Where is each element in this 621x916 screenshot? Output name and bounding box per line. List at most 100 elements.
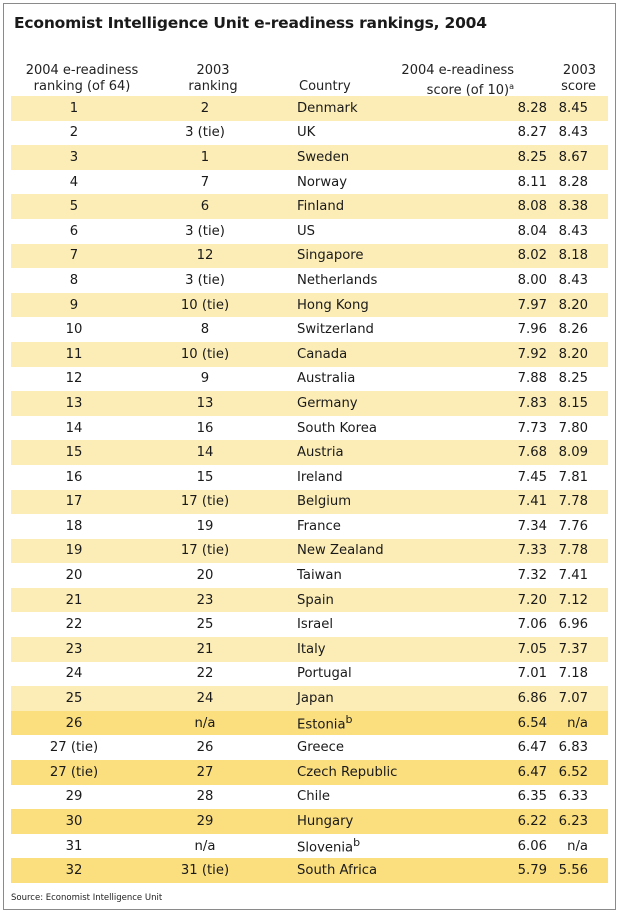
score-2004-cell: 6.35 — [517, 789, 547, 805]
score-2004-cell: 7.20 — [437, 587, 558, 613]
score-2003-cell: 8.45 — [558, 96, 608, 121]
table-row: 25 24 Japan 6.86 7.07 — [11, 686, 608, 711]
score-2003-cell: 7.37 — [558, 637, 608, 662]
table-row: 30 29 Hungary 6.22 6.23 — [11, 809, 608, 834]
score-2004-cell: 8.25 — [437, 145, 558, 170]
country-cell: Chile — [297, 789, 331, 805]
rank-2003-cell: 3 (tie) — [185, 272, 225, 288]
rank-2003-cell: 9 — [200, 371, 210, 387]
table-row: 13 13 Germany 7.83 8.15 — [11, 391, 608, 416]
rank-2004-cell: 27 (tie) — [11, 760, 137, 785]
header-rank-2003-line2: ranking — [188, 79, 238, 94]
table-row: 12 9 Australia 7.88 8.25 — [11, 367, 608, 392]
table-row: 26 n/a Estoniab 6.54 n/a — [11, 710, 608, 736]
rank-2004-cell: 23 — [11, 637, 137, 662]
table-row: 9 10 (tie) Hong Kong 7.97 8.20 — [11, 292, 608, 318]
rank-2003-cell: 25 — [196, 617, 214, 633]
rank-2004-cell: 7 — [11, 243, 137, 269]
table-row: 19 17 (tie) New Zealand 7.33 7.78 — [11, 538, 608, 564]
score-2004-cell: 6.47 — [437, 760, 558, 785]
country-cell: Canada — [273, 341, 437, 367]
rank-2004-cell: 21 — [11, 587, 137, 613]
table-row: 21 23 Spain 7.20 7.12 — [11, 587, 608, 613]
score-2004-cell: 6.47 — [517, 740, 547, 756]
footnote-marker: b — [345, 713, 353, 727]
score-2004-cell: 8.04 — [517, 223, 547, 239]
header-score-2003-line2: score — [561, 79, 596, 94]
country-cell: Spain — [273, 587, 437, 613]
score-2003-cell: 8.20 — [558, 292, 608, 318]
rank-2004-cell: 26 — [11, 710, 137, 736]
score-2004-cell: 8.08 — [437, 194, 558, 219]
rank-2004-cell: 11 — [11, 341, 137, 367]
score-2004-cell: 7.88 — [517, 371, 547, 387]
country-cell: Greece — [297, 740, 344, 756]
country-cell: New Zealand — [273, 538, 437, 564]
score-2003-cell: 6.96 — [558, 617, 588, 633]
country-cell: South Korea — [297, 420, 377, 436]
country-cell: Finland — [273, 194, 437, 219]
score-2003-cell: 6.23 — [558, 809, 608, 834]
score-2004-cell: 7.97 — [437, 292, 558, 318]
country-cell: Portugal — [297, 666, 352, 682]
score-2003-cell: 7.76 — [558, 518, 588, 534]
source-note: Source: Economist Intelligence Unit — [11, 893, 163, 903]
rank-2003-cell: 17 (tie) — [137, 489, 273, 515]
country-cell: Singapore — [273, 243, 437, 269]
score-2004-cell: 7.68 — [437, 440, 558, 465]
score-2003-cell: 8.43 — [558, 223, 588, 239]
table-row: 15 14 Austria 7.68 8.09 — [11, 440, 608, 465]
score-2003-cell: 7.41 — [558, 568, 588, 584]
rank-2004-cell: 6 — [69, 223, 79, 239]
rank-2003-cell: 3 (tie) — [185, 223, 225, 239]
score-2004-cell: 7.32 — [517, 568, 547, 584]
rank-2004-cell: 20 — [65, 568, 83, 584]
score-2004-cell: 8.28 — [437, 96, 558, 121]
rank-2004-cell: 18 — [65, 518, 83, 534]
header-score-2003-line1: 2003 — [562, 63, 596, 78]
score-2003-cell: 8.26 — [558, 322, 588, 338]
rank-2003-cell: 10 (tie) — [137, 341, 273, 367]
score-2004-cell: 6.22 — [437, 809, 558, 834]
table-row: 16 15 Ireland 7.45 7.81 — [11, 465, 608, 490]
rank-2004-cell: 12 — [65, 371, 83, 387]
rank-2003-cell: 13 — [137, 391, 273, 416]
header-rank-2004-line2: ranking (of 64) — [33, 79, 131, 94]
score-2004-cell: 7.05 — [437, 637, 558, 662]
rank-2003-cell: 16 — [196, 420, 214, 436]
rank-2004-cell: 31 — [65, 838, 83, 854]
rank-2003-cell: 14 — [137, 440, 273, 465]
rank-2004-cell: 30 — [11, 809, 137, 834]
score-2003-cell: n/a — [567, 838, 588, 854]
rank-2004-cell: 8 — [69, 272, 79, 288]
table-row: 27 (tie) 26 Greece 6.47 6.83 — [11, 735, 608, 760]
rank-2004-cell: 22 — [65, 617, 83, 633]
rank-2003-cell: 19 — [196, 518, 214, 534]
table-row: 11 10 (tie) Canada 7.92 8.20 — [11, 341, 608, 367]
score-2003-cell: 7.78 — [558, 538, 608, 564]
score-2004-cell: 5.79 — [437, 858, 558, 883]
score-2003-cell: n/a — [558, 710, 608, 736]
rank-2004-cell: 32 — [11, 858, 137, 883]
rankings-table-body: 1 2 Denmark 8.28 8.45 2 3 (tie) UK 8.27 8.43 3 1 Swe… — [11, 96, 608, 883]
rank-2004-cell: 10 — [65, 322, 83, 338]
score-2004-cell: 6.06 — [517, 838, 547, 854]
rank-2003-cell: 6 — [137, 194, 273, 219]
header-score-2004-line2: score (of 10)a — [426, 82, 514, 98]
score-2003-cell: 7.78 — [558, 489, 608, 515]
score-2003-cell: 7.80 — [558, 420, 588, 436]
table-row: 2 3 (tie) UK 8.27 8.43 — [11, 121, 608, 146]
rank-2003-cell: 28 — [196, 789, 214, 805]
score-2003-cell: 8.38 — [558, 194, 608, 219]
score-2004-cell: 7.34 — [517, 518, 547, 534]
country-cell: Estoniab — [273, 710, 437, 736]
rank-2004-cell: 24 — [65, 666, 83, 682]
country-cell: Austria — [273, 440, 437, 465]
rank-2004-cell: 15 — [11, 440, 137, 465]
country-cell: Italy — [273, 637, 437, 662]
table-row: 22 25 Israel 7.06 6.96 — [11, 612, 608, 637]
rankings-table: 1 2 Denmark 8.28 8.45 2 3 (tie) UK 8.27 8.43 3 1 Swe… — [11, 96, 608, 883]
country-cell: Japan — [273, 686, 437, 711]
table-row: 3 1 Sweden 8.25 8.67 — [11, 145, 608, 170]
header-rank-2003-line1: 2003 — [196, 63, 230, 78]
